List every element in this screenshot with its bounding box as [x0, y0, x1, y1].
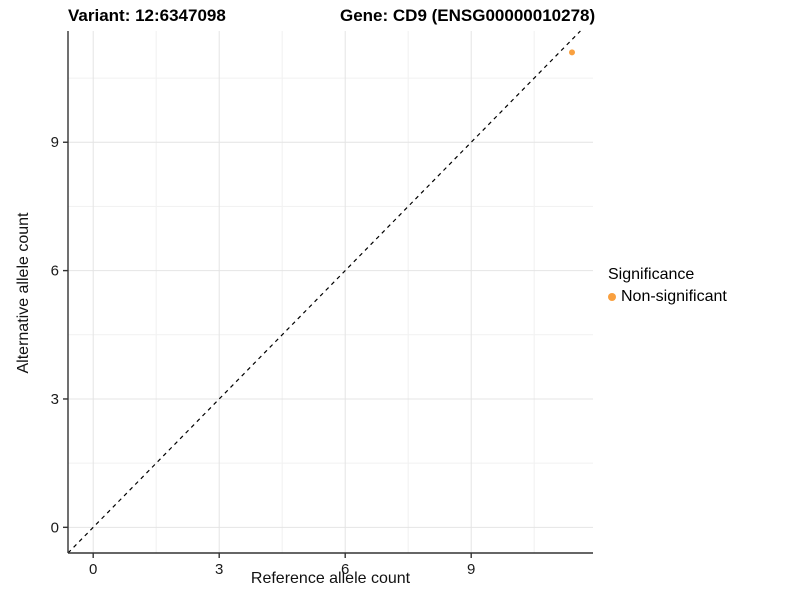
y-tick-label: 3	[51, 391, 59, 408]
legend-item-label: Non-significant	[621, 288, 727, 305]
variant-title: Variant: 12:6347098	[68, 6, 226, 25]
legend-title: Significance	[608, 266, 695, 283]
x-tick-label: 9	[467, 561, 475, 578]
legend-item: Non-significant	[608, 288, 727, 306]
x-tick-label: 6	[341, 561, 349, 578]
y-tick-label: 9	[51, 134, 59, 151]
identity-reference-line	[67, 30, 581, 554]
legend-point-swatch	[608, 293, 616, 301]
x-axis-label: Reference allele count	[250, 570, 411, 587]
x-tick-label: 0	[89, 561, 97, 578]
gene-title: Gene: CD9 (ENSG00000010278)	[340, 6, 596, 25]
legend: Significance Non-significant	[608, 266, 727, 306]
data-point	[569, 49, 575, 56]
y-axis-label: Alternative allele count	[15, 212, 32, 374]
x-tick-label: 3	[215, 561, 223, 578]
y-tick-label: 0	[51, 519, 59, 536]
y-tick-label: 6	[51, 263, 59, 280]
